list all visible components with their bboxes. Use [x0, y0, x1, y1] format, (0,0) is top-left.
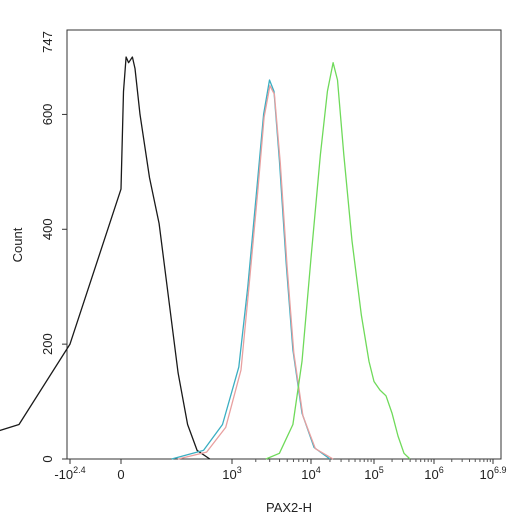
- x-tick-label: -102.4: [54, 465, 85, 482]
- y-tick-label: 0: [40, 455, 55, 462]
- x-axis: -102.4 0 103 104 105 106 106.9: [54, 459, 506, 482]
- histogram-series-3: [177, 85, 334, 460]
- histogram-series: [0, 56, 411, 460]
- x-axis-title: PAX2-H: [266, 500, 312, 515]
- y-max-label: 747: [40, 31, 55, 53]
- histogram-series-1: [0, 56, 211, 460]
- x-tick-label: 105: [364, 465, 383, 482]
- histogram-series-4: [265, 62, 411, 460]
- y-axis: 0 200 400 600 747: [40, 31, 67, 463]
- y-axis-title: Count: [10, 227, 25, 262]
- x-tick-label: 104: [301, 465, 320, 482]
- y-tick-label: 400: [40, 218, 55, 240]
- x-tick-label: 106: [424, 465, 443, 482]
- plot-frame: [66, 29, 502, 460]
- y-tick-label: 200: [40, 333, 55, 355]
- x-tick-label: 106.9: [480, 465, 507, 482]
- x-tick-label: 0: [117, 467, 124, 482]
- y-tick-label: 600: [40, 104, 55, 126]
- x-tick-label: 103: [222, 465, 241, 482]
